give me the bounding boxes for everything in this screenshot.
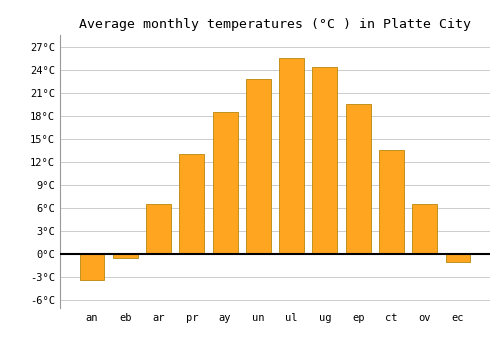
Bar — [379, 150, 404, 254]
Bar — [80, 254, 104, 280]
Bar — [312, 67, 338, 254]
Bar — [279, 58, 304, 254]
Bar — [180, 154, 204, 254]
Bar — [212, 112, 238, 254]
Bar — [446, 254, 470, 262]
Bar — [346, 104, 370, 254]
Bar — [412, 204, 437, 254]
Bar — [246, 79, 271, 254]
Bar — [113, 254, 138, 258]
Bar — [146, 204, 171, 254]
Title: Average monthly temperatures (°C ) in Platte City: Average monthly temperatures (°C ) in Pl… — [79, 18, 471, 31]
